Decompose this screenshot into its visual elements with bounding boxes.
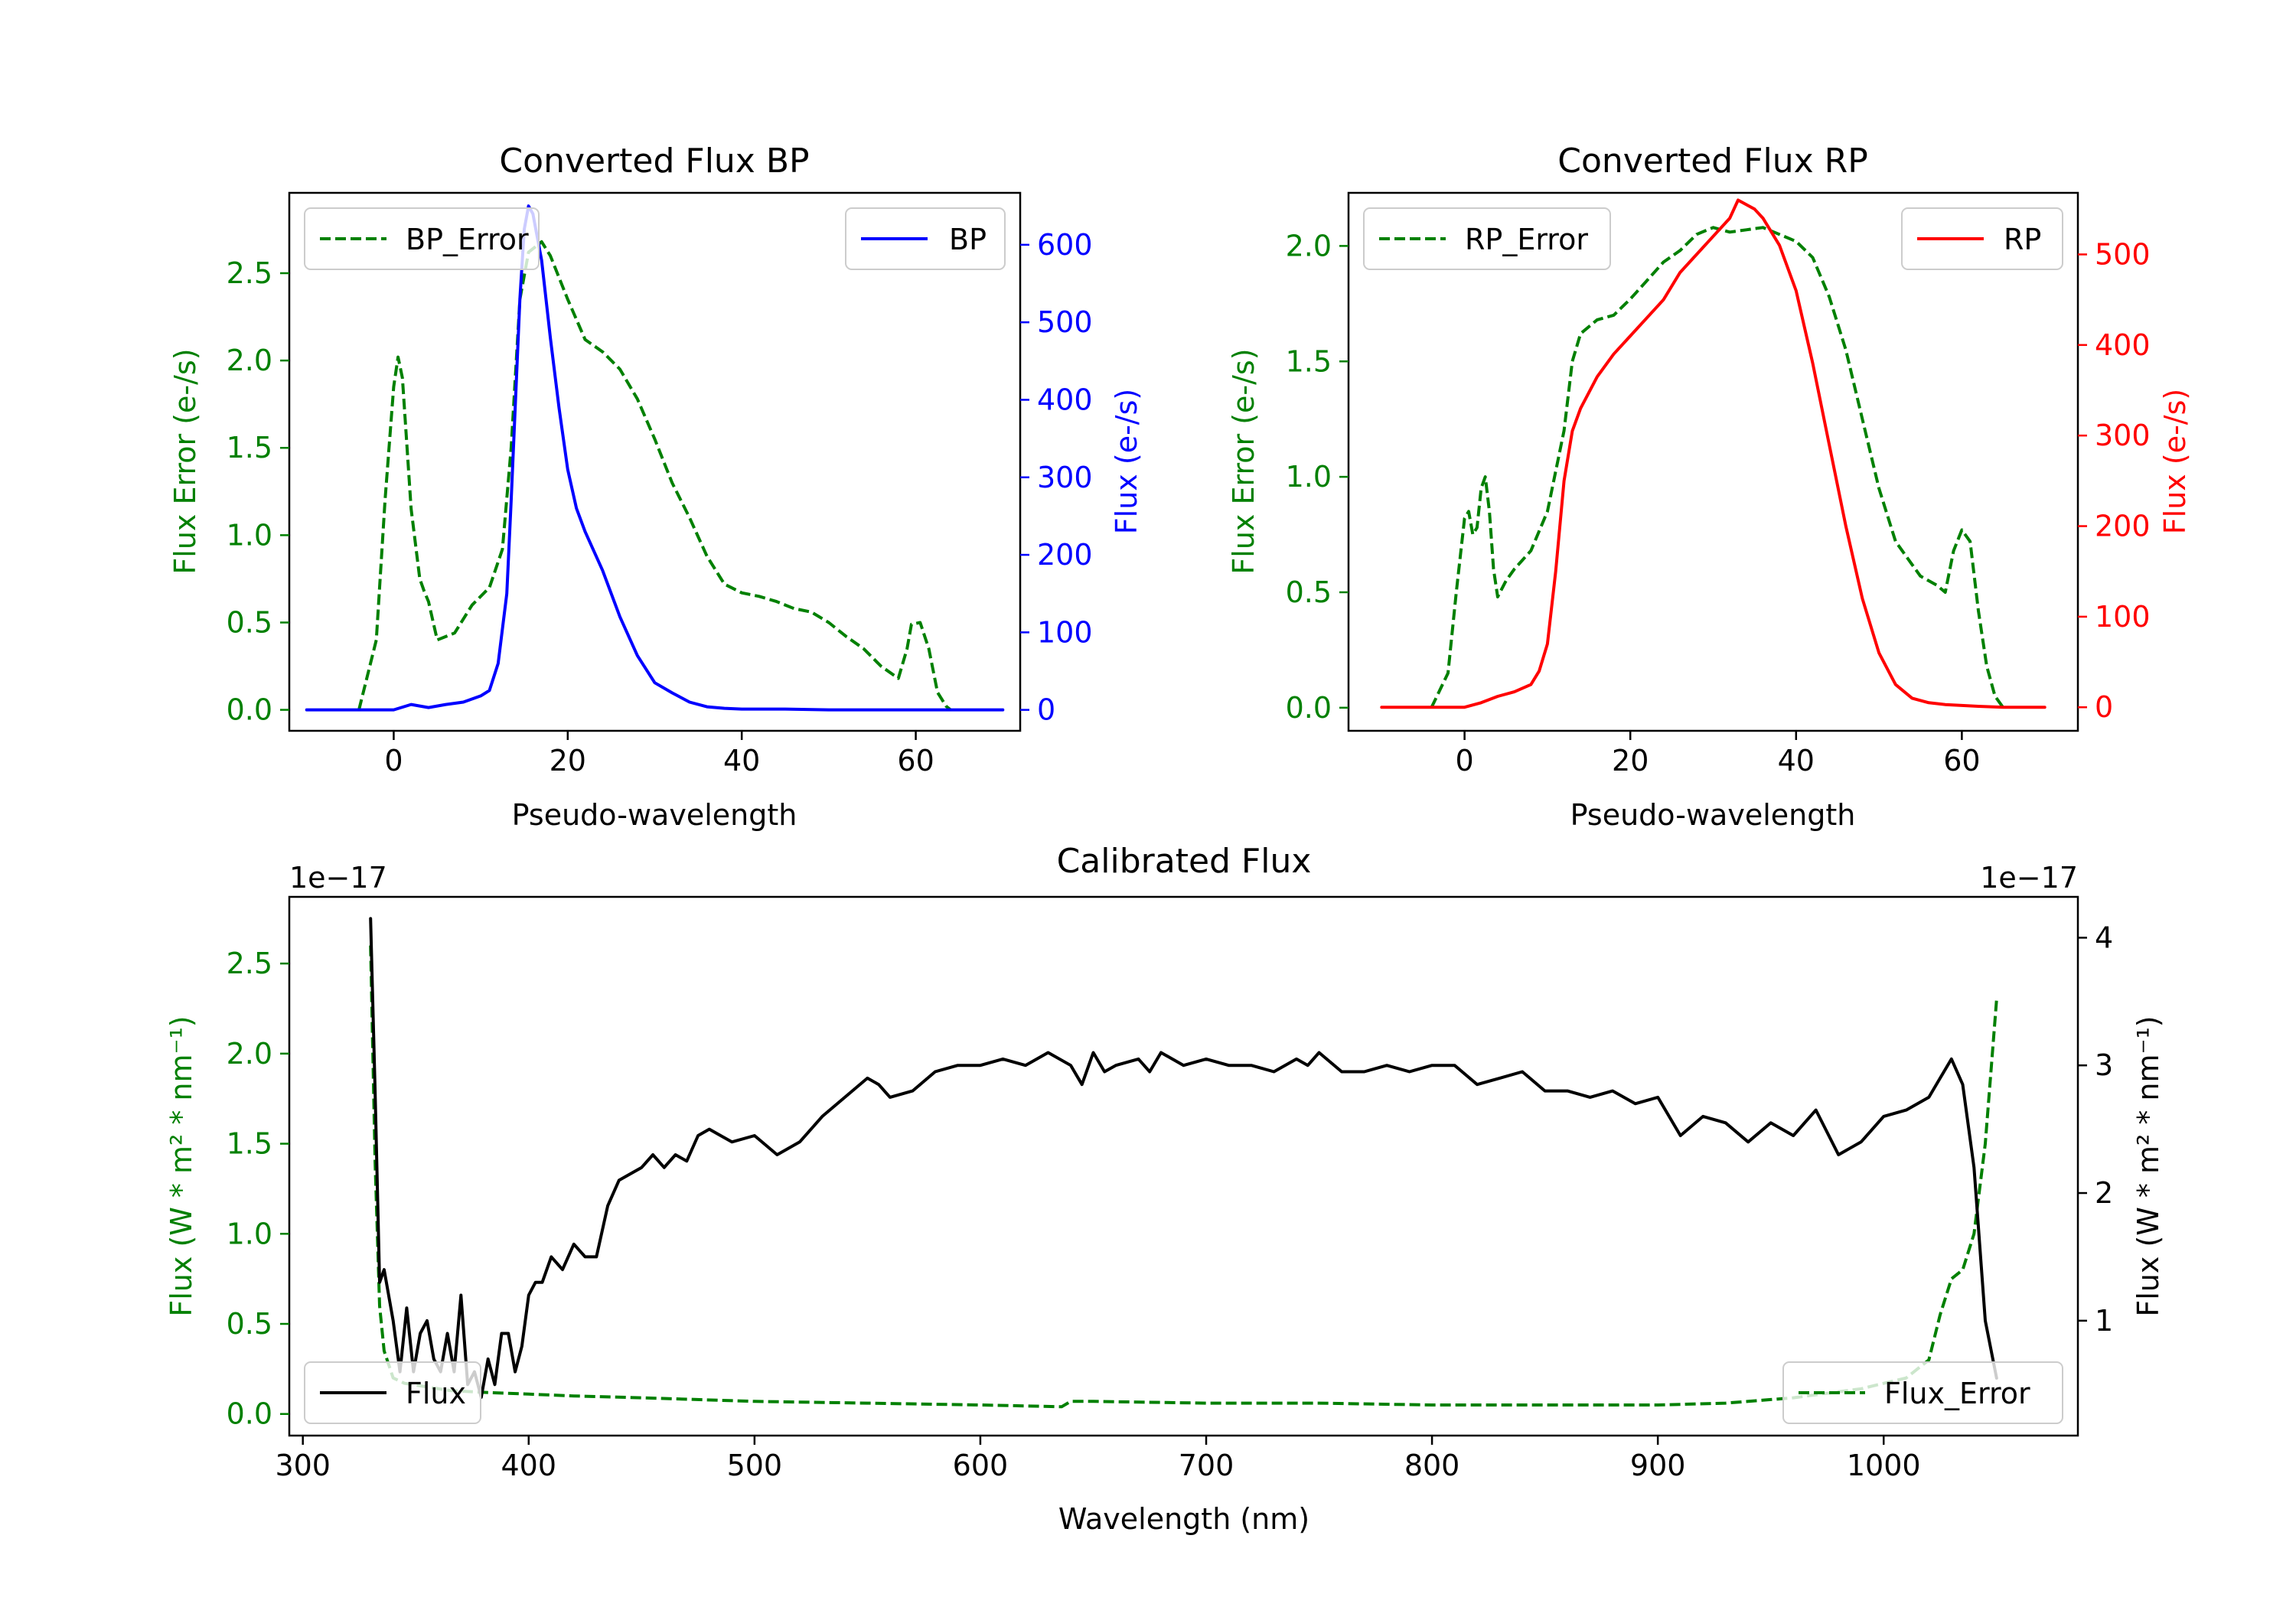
legend-right: Flux_Error [1782, 1361, 2063, 1424]
series-line-rp-error [1430, 226, 2005, 709]
y-left-tick-label: 0.0 [1286, 691, 1332, 725]
legend-label: RP_Error [1465, 223, 1588, 256]
y-left-tick-label: 1.5 [1286, 344, 1332, 378]
series-line-rp [1380, 198, 2047, 709]
y-axis-label-right: Flux (e-/s) [1110, 389, 1143, 534]
y-left-tick-label: 1.0 [227, 1217, 272, 1250]
x-tick-label: 400 [501, 1449, 557, 1482]
y-left-tick-label: 0.5 [227, 605, 272, 639]
legend-frame [304, 207, 540, 270]
x-tick-label: 300 [275, 1449, 331, 1482]
x-tick-label: 20 [1612, 744, 1649, 777]
y-right-tick-label: 100 [1037, 615, 1093, 649]
chart-bp: Converted Flux BP 0 20 40 60 0.0 0.5 1.0 1.5 2.… [168, 142, 1143, 832]
legend-frame [304, 1361, 481, 1424]
x-axis-label: Pseudo-wavelength [512, 798, 797, 832]
x-tick-label: 1000 [1847, 1449, 1921, 1482]
y-left-tick-label: 0.5 [227, 1307, 272, 1341]
legend-left: RP_Error [1363, 207, 1611, 270]
y-axis-label-left: Flux (W * m² * nm⁻¹) [165, 1015, 198, 1316]
y-right-tick-label: 0 [2095, 690, 2113, 724]
x-tick-label: 700 [1179, 1449, 1234, 1482]
y-right-tick-label: 500 [2095, 237, 2151, 271]
x-tick-label: 40 [723, 744, 760, 777]
y-right-tick-label: 300 [2095, 419, 2151, 452]
y-right-tick-label: 500 [1037, 305, 1093, 339]
y-right-tick-label: 600 [1037, 228, 1093, 262]
y-right-tick-label: 100 [2095, 600, 2151, 634]
x-tick-label: 500 [727, 1449, 783, 1482]
legend-right: RP [1901, 207, 2063, 270]
series-line-flux [369, 917, 1998, 1399]
x-tick-label: 0 [1456, 744, 1474, 777]
series-line-flux-error [369, 945, 1998, 1409]
y-right-tick-label: 200 [2095, 510, 2151, 543]
y-right-tick-label: 2 [2095, 1176, 2113, 1210]
legend-label: Flux [406, 1377, 466, 1410]
plot-frame [288, 895, 2079, 1437]
y-right-tick-label: 0 [1037, 693, 1055, 727]
y-right-tick-label: 4 [2095, 921, 2113, 954]
legend-right: BP [845, 207, 1006, 270]
y-axis-label-left: Flux Error (e-/s) [1227, 348, 1261, 574]
y-left-tick-label: 2.5 [227, 947, 272, 980]
y-left-tick-label: 0.0 [227, 693, 272, 727]
x-tick-label: 800 [1404, 1449, 1460, 1482]
legend-label: BP [949, 223, 987, 256]
chart-title: Converted Flux RP [1557, 142, 1868, 181]
legend-label: BP_Error [406, 223, 529, 256]
y-left-tick-label: 1.5 [227, 431, 272, 464]
y-right-tick-label: 300 [1037, 461, 1093, 494]
y-left-tick-label: 0.0 [227, 1397, 272, 1431]
chart-title: Converted Flux BP [499, 142, 809, 181]
y-left-tick-label: 1.0 [1286, 460, 1332, 494]
y-axis-label-right: Flux (e-/s) [2158, 389, 2192, 534]
y-left-tick-label: 2.0 [1286, 229, 1332, 262]
plot-frame [288, 191, 1022, 732]
legend-left: Flux [304, 1361, 481, 1424]
y-left-tick-label: 2.0 [227, 1037, 272, 1071]
chart-rp: Converted Flux RP 0 20 40 60 0.0 0.5 1.0 1.5 2.… [1227, 142, 2192, 832]
y-axis-label-left: Flux Error (e-/s) [168, 348, 202, 574]
x-axis-label: Wavelength (nm) [1058, 1502, 1309, 1536]
legend-label: Flux_Error [1884, 1377, 2030, 1410]
x-tick-label: 900 [1630, 1449, 1686, 1482]
y-right-tick-label: 400 [1037, 383, 1093, 416]
chart-title: Calibrated Flux [1057, 842, 1312, 881]
y-right-tick-label: 3 [2095, 1048, 2113, 1082]
legend-frame [1782, 1361, 2063, 1424]
y-right-tick-label: 400 [2095, 328, 2151, 362]
x-axis-label: Pseudo-wavelength [1570, 798, 1856, 832]
legend-frame [1363, 207, 1611, 270]
x-tick-label: 60 [897, 744, 934, 777]
offset-text-right: 1e−17 [1980, 861, 2078, 895]
x-tick-label: 0 [384, 744, 403, 777]
y-right-tick-label: 200 [1037, 538, 1093, 572]
series-line-bp [305, 204, 1005, 712]
y-left-tick-label: 0.5 [1286, 575, 1332, 609]
plot-frame [1347, 191, 2079, 732]
legend-left: BP_Error [304, 207, 540, 270]
chart-calibrated: Calibrated Flux 1e−17 1e−17 300 400 500 600… [165, 842, 2165, 1536]
x-tick-label: 20 [550, 744, 586, 777]
x-tick-label: 40 [1778, 744, 1815, 777]
y-left-tick-label: 1.5 [227, 1127, 272, 1161]
y-left-tick-label: 2.0 [227, 344, 272, 377]
y-left-tick-label: 2.5 [227, 256, 272, 290]
offset-text-left: 1e−17 [289, 861, 387, 895]
y-axis-label-right: Flux (W * m² * nm⁻¹) [2131, 1015, 2165, 1316]
y-right-tick-label: 1 [2095, 1304, 2113, 1338]
y-left-tick-label: 1.0 [227, 518, 272, 552]
legend-label: RP [2004, 223, 2041, 256]
x-tick-label: 600 [953, 1449, 1009, 1482]
series-line-bp-error [357, 240, 952, 712]
x-tick-label: 60 [1943, 744, 1980, 777]
